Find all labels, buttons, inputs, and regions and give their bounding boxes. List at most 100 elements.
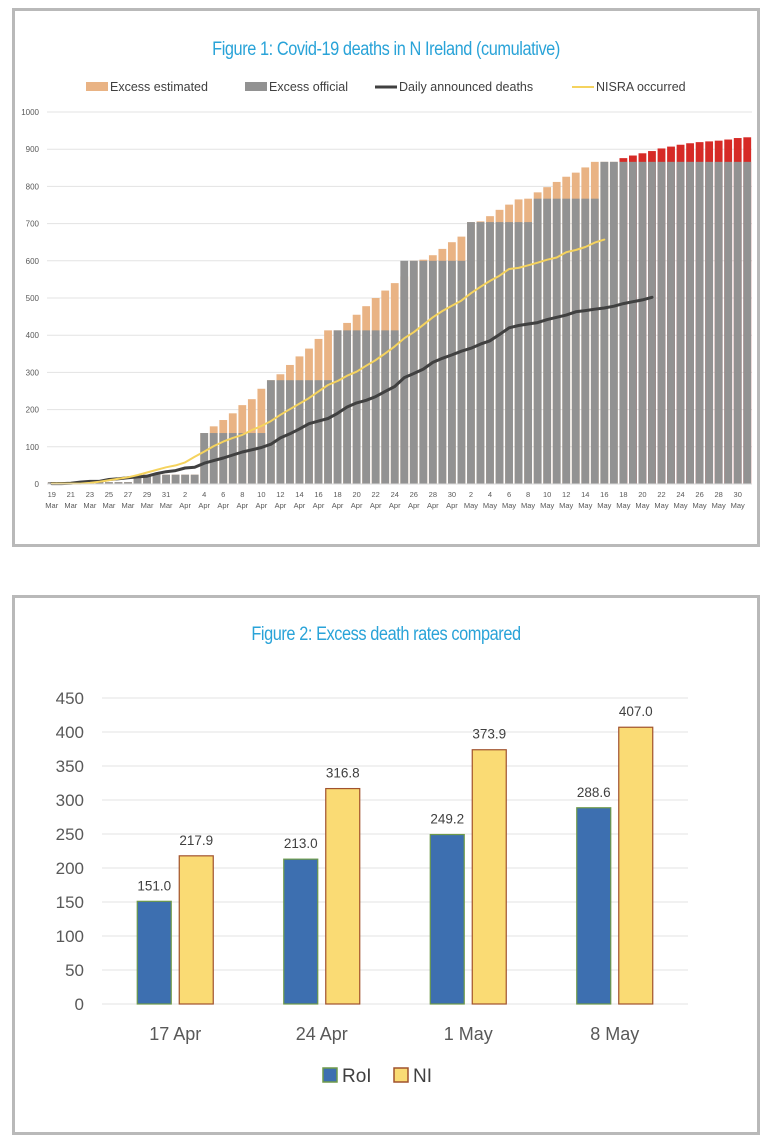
- x-tick-label-month: Apr: [217, 501, 229, 510]
- y-tick-label: 0: [75, 995, 84, 1014]
- excess-official-bar: [276, 380, 285, 484]
- x-tick-label-month: Mar: [160, 501, 173, 510]
- x-tick-label-day: 8: [526, 490, 530, 499]
- y-tick-label: 700: [26, 220, 40, 229]
- ni-data-label: 316.8: [326, 766, 360, 781]
- x-tick-label-month: May: [616, 501, 630, 510]
- x-tick-label-day: 24: [676, 490, 684, 499]
- legend-label: Excess official: [269, 80, 348, 94]
- excess-official-bar: [305, 380, 313, 484]
- ni-bar: [618, 726, 654, 1005]
- legend-label: Daily announced deaths: [399, 80, 533, 94]
- excess-official-bar: [362, 330, 371, 484]
- x-tick-label-month: Mar: [141, 501, 154, 510]
- ni-data-label: 407.0: [619, 704, 653, 719]
- y-tick-label: 200: [56, 859, 84, 878]
- excess-official-bar: [600, 161, 609, 484]
- excess-official-bar: [447, 260, 456, 484]
- x-tick-label: 8 May: [590, 1024, 639, 1044]
- y-tick-label: 400: [26, 331, 40, 340]
- excess-official-bar: [228, 433, 237, 484]
- x-tick-label-day: 24: [391, 490, 399, 499]
- excess-official-bar: [352, 330, 361, 484]
- excess-official-bar: [428, 260, 437, 484]
- excess-official-bar: [457, 260, 466, 484]
- x-tick-label-month: Apr: [294, 501, 306, 510]
- excess-official-bar: [571, 198, 580, 484]
- x-tick-label-day: 14: [295, 490, 303, 499]
- x-tick-label-month: May: [502, 501, 516, 510]
- excess-official-bar: [543, 198, 552, 484]
- y-tick-label: 350: [56, 757, 84, 776]
- excess-official-bar: [505, 222, 513, 484]
- excess-official-bar: [314, 380, 323, 484]
- excess-official-bar: [438, 260, 447, 484]
- y-tick-label: 450: [56, 689, 84, 708]
- x-tick-label-month: May: [483, 501, 497, 510]
- y-tick-label: 600: [26, 257, 40, 266]
- excess-official-bar: [733, 161, 742, 484]
- x-tick-label-month: Apr: [313, 501, 325, 510]
- excess-official-bar: [390, 330, 399, 484]
- x-tick-label-month: Mar: [83, 501, 96, 510]
- x-tick-label-month: Apr: [332, 501, 344, 510]
- x-tick-label-day: 18: [619, 490, 627, 499]
- excess-official-bar: [648, 161, 656, 484]
- x-tick-label-day: 2: [469, 490, 473, 499]
- excess-official-bar: [562, 198, 571, 484]
- legend-label: RoI: [342, 1066, 372, 1087]
- roi-bar: [576, 807, 612, 1005]
- excess-official-bar: [609, 161, 618, 484]
- excess-official-bar: [619, 161, 628, 484]
- x-tick-label-day: 29: [143, 490, 151, 499]
- x-tick-label-month: Mar: [102, 501, 115, 510]
- x-tick-label-day: 19: [48, 490, 56, 499]
- excess-official-bar: [590, 198, 599, 484]
- excess-official-bar: [209, 433, 218, 484]
- legend-swatch-excess-estimated: [86, 82, 108, 91]
- excess-official-bar: [266, 380, 275, 484]
- x-tick-label-day: 4: [202, 490, 206, 499]
- figure-1-title: Figure 1: Covid-19 deaths in N Ireland (…: [212, 39, 560, 60]
- y-tick-label: 150: [56, 893, 84, 912]
- x-tick-label-month: May: [559, 501, 573, 510]
- x-tick-label-day: 6: [221, 490, 225, 499]
- y-tick-label: 800: [26, 182, 40, 191]
- x-tick-label-day: 10: [257, 490, 265, 499]
- x-tick-label-month: Apr: [179, 501, 191, 510]
- excess-official-bar: [105, 482, 113, 484]
- excess-official-bar: [676, 161, 685, 484]
- excess-official-bar: [495, 222, 504, 484]
- excess-official-bar: [247, 433, 256, 484]
- x-tick-label-month: Apr: [351, 501, 363, 510]
- excess-official-bar: [552, 198, 561, 484]
- excess-official-bar: [133, 476, 142, 484]
- x-tick-label-month: Apr: [389, 501, 401, 510]
- x-tick-label-month: Apr: [236, 501, 248, 510]
- x-tick-label-month: Mar: [64, 501, 77, 510]
- excess-official-bar: [581, 198, 590, 484]
- x-tick-label-day: 28: [714, 490, 722, 499]
- excess-official-bar: [181, 474, 190, 484]
- excess-official-bar: [467, 222, 475, 484]
- x-tick-label-month: May: [464, 501, 478, 510]
- x-tick-label-day: 14: [581, 490, 589, 499]
- excess-official-bar: [514, 222, 523, 484]
- x-tick-label-day: 30: [448, 490, 456, 499]
- excess-official-bar: [171, 474, 180, 484]
- x-tick-label-day: 18: [333, 490, 341, 499]
- excess-official-bar: [400, 260, 409, 484]
- excess-official-bar: [381, 330, 390, 484]
- x-tick-label-day: 26: [410, 490, 418, 499]
- x-tick-label-day: 6: [507, 490, 511, 499]
- x-tick-label-day: 20: [638, 490, 646, 499]
- y-tick-label: 250: [56, 825, 84, 844]
- ni-data-label: 373.9: [472, 727, 506, 742]
- ni-bar: [471, 749, 507, 1005]
- x-tick-label-day: 21: [67, 490, 75, 499]
- y-tick-label: 300: [56, 791, 84, 810]
- excess-official-bar: [638, 161, 647, 484]
- x-tick-label-day: 2: [183, 490, 187, 499]
- y-tick-label: 0: [35, 480, 40, 489]
